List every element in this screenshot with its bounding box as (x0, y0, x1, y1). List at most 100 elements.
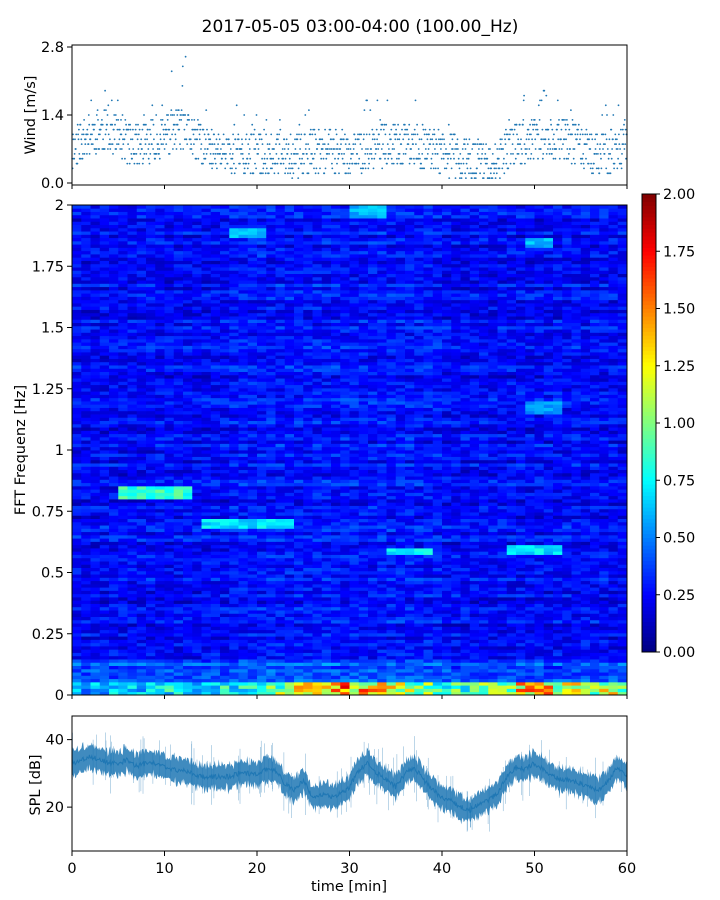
spectrogram-cell (525, 541, 535, 546)
spectrogram-cell (127, 534, 138, 539)
spectrogram-cell (377, 528, 387, 533)
spectrogram-cell (608, 567, 619, 572)
spectrogram-cell (432, 675, 443, 680)
spectrogram-cell (488, 544, 498, 549)
wind-point (309, 128, 312, 131)
spectrogram-cell (99, 652, 110, 657)
spectrogram-cell (562, 619, 572, 624)
wind-point (366, 153, 369, 155)
spectrogram-cell (192, 619, 202, 624)
spectrogram-cell (146, 557, 156, 562)
spectrogram-cell (414, 587, 424, 591)
wind-point (347, 148, 350, 150)
spectrogram-cell (229, 512, 239, 516)
wind-point (589, 148, 592, 150)
spectrogram-cell (331, 544, 341, 549)
spectrogram-cell (99, 613, 110, 617)
wind-point (587, 162, 590, 165)
wind-point (247, 143, 250, 146)
spectrogram-cell (238, 685, 249, 689)
spectrogram-cell (506, 544, 517, 549)
spectrogram-cell (460, 502, 471, 506)
spectrogram-cell (331, 675, 341, 680)
spectrogram-cell (136, 678, 147, 683)
spectrogram-cell (312, 606, 323, 611)
spectrogram-cell (497, 512, 508, 516)
spectrogram-cell (257, 564, 267, 568)
wind-point (386, 99, 389, 102)
spectrogram-cell (340, 518, 350, 523)
spectrogram-cell (90, 521, 101, 526)
spectrogram-cell (294, 554, 304, 559)
spectrogram-cell (497, 508, 508, 513)
spectrogram-cell (506, 505, 517, 510)
wind-x-axis (71, 185, 628, 189)
spectrogram-cell (81, 551, 91, 555)
spectrogram-cell (257, 567, 267, 572)
spectrogram-cell (183, 580, 193, 585)
spectrogram-cell (303, 508, 313, 513)
spectrogram-cell (506, 512, 517, 516)
spectrogram-cell (303, 554, 313, 559)
wind-point (135, 153, 138, 155)
spectrogram-cell (368, 626, 378, 631)
wind-point (448, 153, 451, 155)
wind-point (358, 157, 361, 160)
spectrogram-cell (377, 564, 387, 568)
spectrogram-cell (386, 675, 397, 680)
spectrogram-cell (442, 548, 452, 552)
wind-point (170, 70, 173, 73)
spectrogram-cell (543, 691, 554, 696)
spectrogram-cell (136, 672, 147, 676)
spectrogram-cell (192, 688, 202, 693)
spectrogram-cell (173, 649, 184, 653)
spectrogram-cell (118, 642, 128, 647)
spectrogram-cell (488, 534, 498, 539)
wind-point (462, 162, 465, 165)
wind-point (602, 148, 604, 150)
wind-point (594, 138, 596, 141)
wind-point (376, 138, 378, 141)
wind-point (117, 119, 120, 121)
wind-point (480, 157, 483, 160)
spectrogram-cell (118, 629, 128, 634)
wind-point (221, 143, 224, 146)
wind-point (329, 128, 332, 131)
spectrogram-cell (571, 590, 582, 595)
spectrogram-cell (210, 616, 221, 621)
spectrogram-cell (432, 691, 443, 696)
spectrogram-cell (183, 577, 193, 582)
spectrogram-cell (460, 652, 471, 657)
spectrogram-cell (72, 610, 82, 614)
spectrogram-cell (164, 675, 175, 680)
wind-point (84, 143, 87, 146)
spectrogram-cell (127, 593, 138, 598)
wind-point (321, 138, 324, 141)
spectrogram-cell (247, 593, 258, 598)
wind-point (514, 157, 517, 160)
spectrogram-cell (257, 551, 267, 555)
spectrogram-cell (617, 613, 628, 617)
spectrogram-cell (506, 691, 517, 696)
wind-point (156, 148, 159, 150)
spectrogram-cell (368, 678, 378, 683)
wind-point (428, 128, 431, 131)
spectrogram-cell (155, 681, 165, 686)
spectrogram-cell (488, 557, 498, 562)
spectrogram-cell (469, 570, 480, 575)
spectrogram-cell (90, 685, 101, 689)
spectrogram-cell (238, 499, 249, 503)
spectrogram-cell (266, 587, 276, 591)
spectrogram-cell (183, 567, 193, 572)
wind-point (244, 138, 247, 141)
spectrogram-cell (506, 580, 517, 585)
wind-point (453, 157, 455, 160)
wind-point (365, 148, 367, 150)
spectrogram-cell (210, 672, 221, 676)
wind-point (348, 167, 350, 170)
spectrogram-cell (377, 548, 387, 552)
spectrogram-cell (164, 691, 175, 696)
spectrogram-cell (469, 583, 480, 588)
spectrogram-cell (210, 499, 221, 503)
spectrogram-cell (451, 544, 461, 549)
